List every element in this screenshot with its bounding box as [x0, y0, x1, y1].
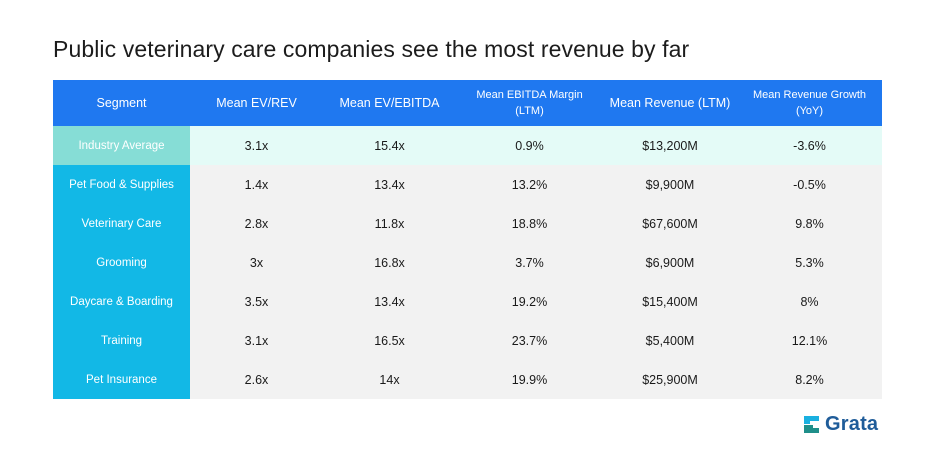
header-ev-rev: Mean EV/REV — [190, 80, 323, 126]
header-revenue: Mean Revenue (LTM) — [603, 80, 737, 126]
ev-rev-cell: 3.5x — [190, 282, 323, 321]
segment-cell: Pet Food & Supplies — [53, 165, 190, 204]
revenue-growth-cell: -0.5% — [737, 165, 882, 204]
ebitda-margin-cell: 23.7% — [456, 321, 603, 360]
logo-text: Grata — [825, 412, 879, 435]
table-row: Veterinary Care 2.8x 11.8x 18.8% $67,600… — [53, 204, 882, 243]
table-row-industry-average: Industry Average 3.1x 15.4x 0.9% $13,200… — [53, 126, 882, 165]
table-header-row: Segment Mean EV/REV Mean EV/EBITDA Mean … — [53, 80, 882, 126]
revenue-cell: $67,600M — [603, 204, 737, 243]
ev-ebitda-cell: 15.4x — [323, 126, 456, 165]
segment-cell: Veterinary Care — [53, 204, 190, 243]
grata-logo: Grata — [803, 413, 878, 435]
revenue-cell: $9,900M — [603, 165, 737, 204]
revenue-cell: $15,400M — [603, 282, 737, 321]
ev-rev-cell: 3x — [190, 243, 323, 282]
page-title: Public veterinary care companies see the… — [53, 36, 690, 62]
ev-rev-cell: 3.1x — [190, 126, 323, 165]
comparison-table: Segment Mean EV/REV Mean EV/EBITDA Mean … — [53, 80, 882, 399]
revenue-growth-cell: 8% — [737, 282, 882, 321]
ev-rev-cell: 2.6x — [190, 360, 323, 399]
revenue-growth-cell: -3.6% — [737, 126, 882, 165]
ev-rev-cell: 1.4x — [190, 165, 323, 204]
ev-ebitda-cell: 16.8x — [323, 243, 456, 282]
table-row: Training 3.1x 16.5x 23.7% $5,400M 12.1% — [53, 321, 882, 360]
segment-cell: Grooming — [53, 243, 190, 282]
ebitda-margin-cell: 19.9% — [456, 360, 603, 399]
segment-cell: Training — [53, 321, 190, 360]
table-row: Pet Insurance 2.6x 14x 19.9% $25,900M 8.… — [53, 360, 882, 399]
header-revenue-growth: Mean Revenue Growth (YoY) — [737, 80, 882, 126]
ev-ebitda-cell: 16.5x — [323, 321, 456, 360]
revenue-growth-cell: 5.3% — [737, 243, 882, 282]
ev-ebitda-cell: 14x — [323, 360, 456, 399]
revenue-growth-cell: 9.8% — [737, 204, 882, 243]
ev-ebitda-cell: 11.8x — [323, 204, 456, 243]
grata-logo-icon — [804, 415, 819, 433]
segment-cell: Daycare & Boarding — [53, 282, 190, 321]
ebitda-margin-cell: 0.9% — [456, 126, 603, 165]
ebitda-margin-cell: 19.2% — [456, 282, 603, 321]
ev-ebitda-cell: 13.4x — [323, 165, 456, 204]
revenue-cell: $6,900M — [603, 243, 737, 282]
table-row: Daycare & Boarding 3.5x 13.4x 19.2% $15,… — [53, 282, 882, 321]
table-row: Grooming 3x 16.8x 3.7% $6,900M 5.3% — [53, 243, 882, 282]
segment-cell: Pet Insurance — [53, 360, 190, 399]
ebitda-margin-cell: 18.8% — [456, 204, 603, 243]
ebitda-margin-cell: 3.7% — [456, 243, 603, 282]
ev-ebitda-cell: 13.4x — [323, 282, 456, 321]
revenue-growth-cell: 12.1% — [737, 321, 882, 360]
header-ev-ebitda: Mean EV/EBITDA — [323, 80, 456, 126]
revenue-cell: $5,400M — [603, 321, 737, 360]
header-segment: Segment — [53, 80, 190, 126]
ev-rev-cell: 3.1x — [190, 321, 323, 360]
revenue-cell: $25,900M — [603, 360, 737, 399]
table-row: Pet Food & Supplies 1.4x 13.4x 13.2% $9,… — [53, 165, 882, 204]
segment-cell: Industry Average — [53, 126, 190, 165]
revenue-cell: $13,200M — [603, 126, 737, 165]
header-ebitda-margin: Mean EBITDA Margin (LTM) — [456, 80, 603, 126]
ev-rev-cell: 2.8x — [190, 204, 323, 243]
revenue-growth-cell: 8.2% — [737, 360, 882, 399]
ebitda-margin-cell: 13.2% — [456, 165, 603, 204]
